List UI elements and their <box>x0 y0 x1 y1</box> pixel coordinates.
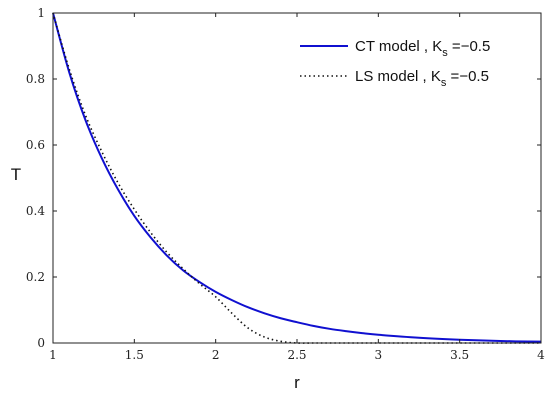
x-tick-label: 3.5 <box>450 348 469 362</box>
y-axis-ticks: 0 0.2 0.4 0.6 0.8 1 <box>26 6 541 350</box>
legend: CT model , Ks =−0.5 LS model , Ks =−0.5 <box>300 38 490 89</box>
legend-label-ct: CT model , Ks =−0.5 <box>355 38 490 59</box>
legend-label-ls: LS model , Ks =−0.5 <box>355 68 489 89</box>
x-axis-label: r <box>294 373 300 392</box>
y-tick-label: 0.4 <box>26 204 45 218</box>
legend-ls-suffix: =−0.5 <box>446 68 489 85</box>
x-tick-label: 3 <box>375 348 383 362</box>
x-axis-ticks: 1 1.5 2 2.5 3 3.5 4 <box>49 13 545 362</box>
legend-ct-suffix: =−0.5 <box>448 38 491 55</box>
x-tick-label: 1.5 <box>125 348 144 362</box>
legend-ls-name: LS model , K <box>355 68 441 85</box>
x-tick-label: 2.5 <box>287 348 306 362</box>
legend-ct-name: CT model , K <box>355 38 442 55</box>
legend-ct-subscript: s <box>442 47 448 59</box>
x-tick-label: 1 <box>49 348 57 362</box>
x-tick-label: 2 <box>212 348 220 362</box>
y-tick-label: 1 <box>37 6 45 20</box>
y-axis-label: T <box>11 165 21 184</box>
x-tick-label: 4 <box>537 348 545 362</box>
series-line-ct-model <box>52 12 542 343</box>
series-layer <box>52 12 542 344</box>
plot-area <box>53 13 541 343</box>
legend-ls-subscript: s <box>441 77 447 89</box>
y-tick-label: 0.8 <box>26 72 45 86</box>
y-tick-label: 0 <box>37 336 45 350</box>
y-tick-label: 0.2 <box>26 270 45 284</box>
y-tick-label: 0.6 <box>26 138 45 152</box>
